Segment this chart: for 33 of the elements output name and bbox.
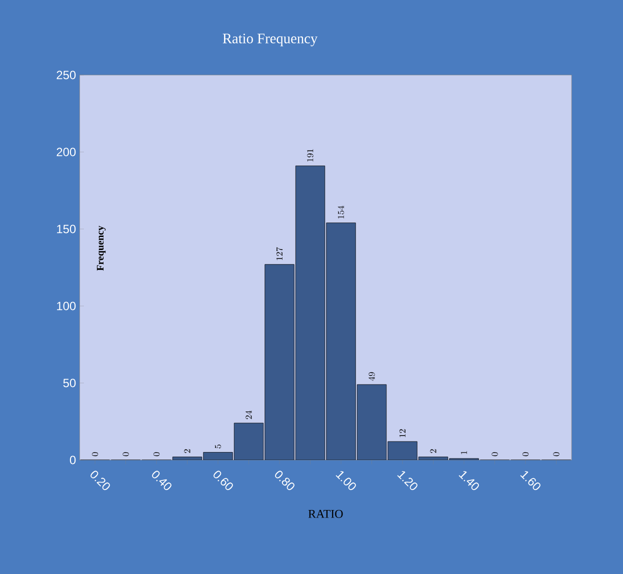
y-tick-label: 100 <box>57 302 76 310</box>
x-axis-title: RATIO <box>308 510 343 518</box>
y-tick-label: 150 <box>57 224 76 234</box>
data-label: 154 <box>338 206 344 218</box>
x-tick-label: 0.60 <box>214 470 233 490</box>
data-label: 191 <box>307 149 314 162</box>
data-label: 0 <box>553 452 560 456</box>
y-tick-label: 250 <box>56 70 76 80</box>
y-tick-label: 50 <box>63 378 76 388</box>
data-label: 0 <box>522 452 529 456</box>
data-label: 1 <box>460 451 467 454</box>
data-label: 24 <box>246 410 252 420</box>
data-label: 49 <box>368 372 375 381</box>
data-label: 2 <box>430 449 436 453</box>
x-tick-label: 1.40 <box>458 471 479 490</box>
x-tick-label: 0.40 <box>152 470 172 490</box>
y-tick-label: 200 <box>56 148 76 156</box>
data-label: 127 <box>276 247 283 260</box>
y-tick-label: 0 <box>70 456 76 464</box>
data-label: 0 <box>492 452 498 456</box>
data-label: 0 <box>92 452 98 456</box>
data-label: 2 <box>184 449 190 453</box>
data-label: 0 <box>153 452 160 456</box>
x-tick-label: 0.20 <box>90 470 110 490</box>
x-tick-label: 0.80 <box>275 470 294 490</box>
data-label: 5 <box>214 444 222 448</box>
y-axis-title: Frequency <box>96 226 106 271</box>
chart-title: Ratio Frequency <box>222 34 318 46</box>
x-tick-label: 1.00 <box>336 471 356 490</box>
x-tick-label: 1.20 <box>397 471 418 490</box>
data-label: 0 <box>122 452 129 456</box>
x-tick-label: 1.60 <box>520 471 540 490</box>
data-label: 12 <box>399 429 406 438</box>
